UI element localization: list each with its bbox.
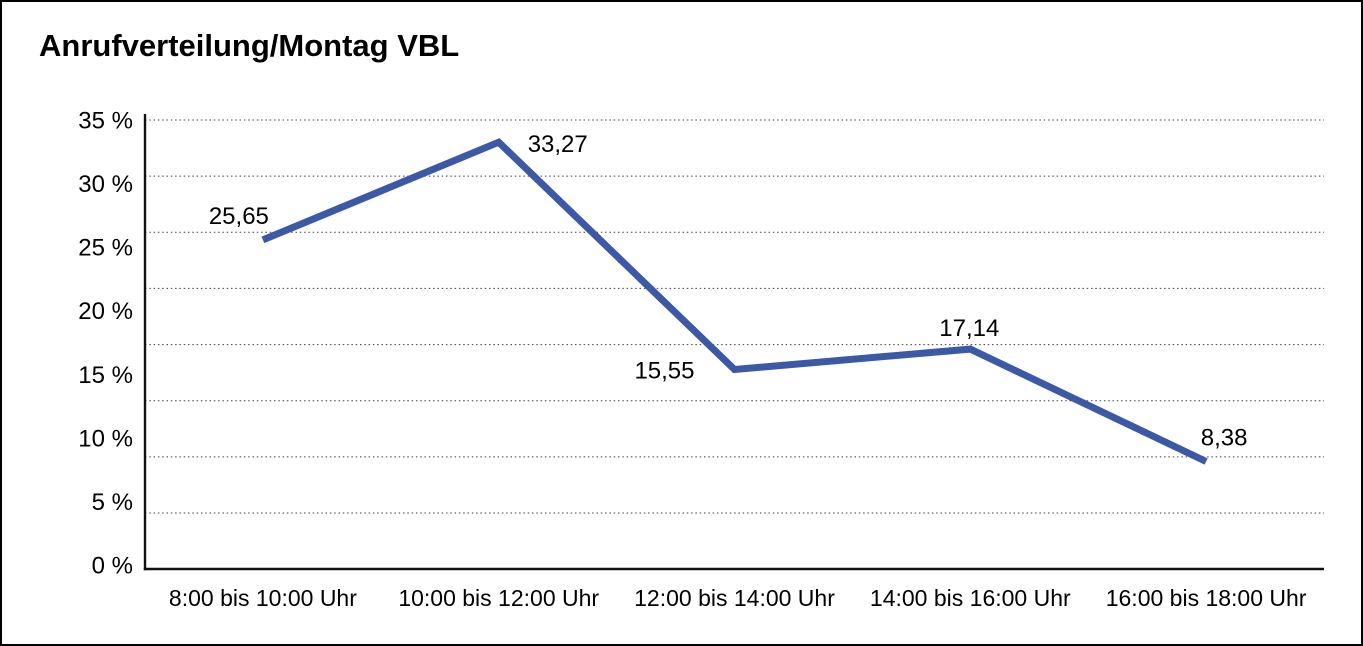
x-axis-label: 8:00 bis 10:00 Uhr [169,585,357,611]
x-axis-label: 14:00 bis 16:00 Uhr [870,585,1071,611]
x-axis-label: 10:00 bis 12:00 Uhr [398,585,599,611]
data-point-label: 8,38 [1201,424,1248,451]
y-axis-tick-label: 15 % [78,362,133,389]
y-axis-tick-label: 20 % [78,298,133,325]
y-axis-tick-label: 35 % [78,108,133,135]
x-axis-label: 16:00 bis 18:00 Uhr [1106,585,1307,611]
y-axis-tick-label: 5 % [92,489,133,516]
data-point-label: 33,27 [528,131,588,158]
y-axis-tick-label: 10 % [78,425,133,452]
data-point-label: 17,14 [939,315,999,342]
y-axis-tick-label: 30 % [78,171,133,198]
series-line [261,138,1208,465]
x-axis-label: 12:00 bis 14:00 Uhr [634,585,835,611]
y-axis-tick-label: 25 % [78,235,133,262]
data-point-label: 25,65 [209,203,269,230]
y-axis-tick-label: 0 % [92,553,133,580]
chart-title: Anrufverteilung/Montag VBL [39,28,460,63]
data-point-label: 15,55 [634,358,694,385]
